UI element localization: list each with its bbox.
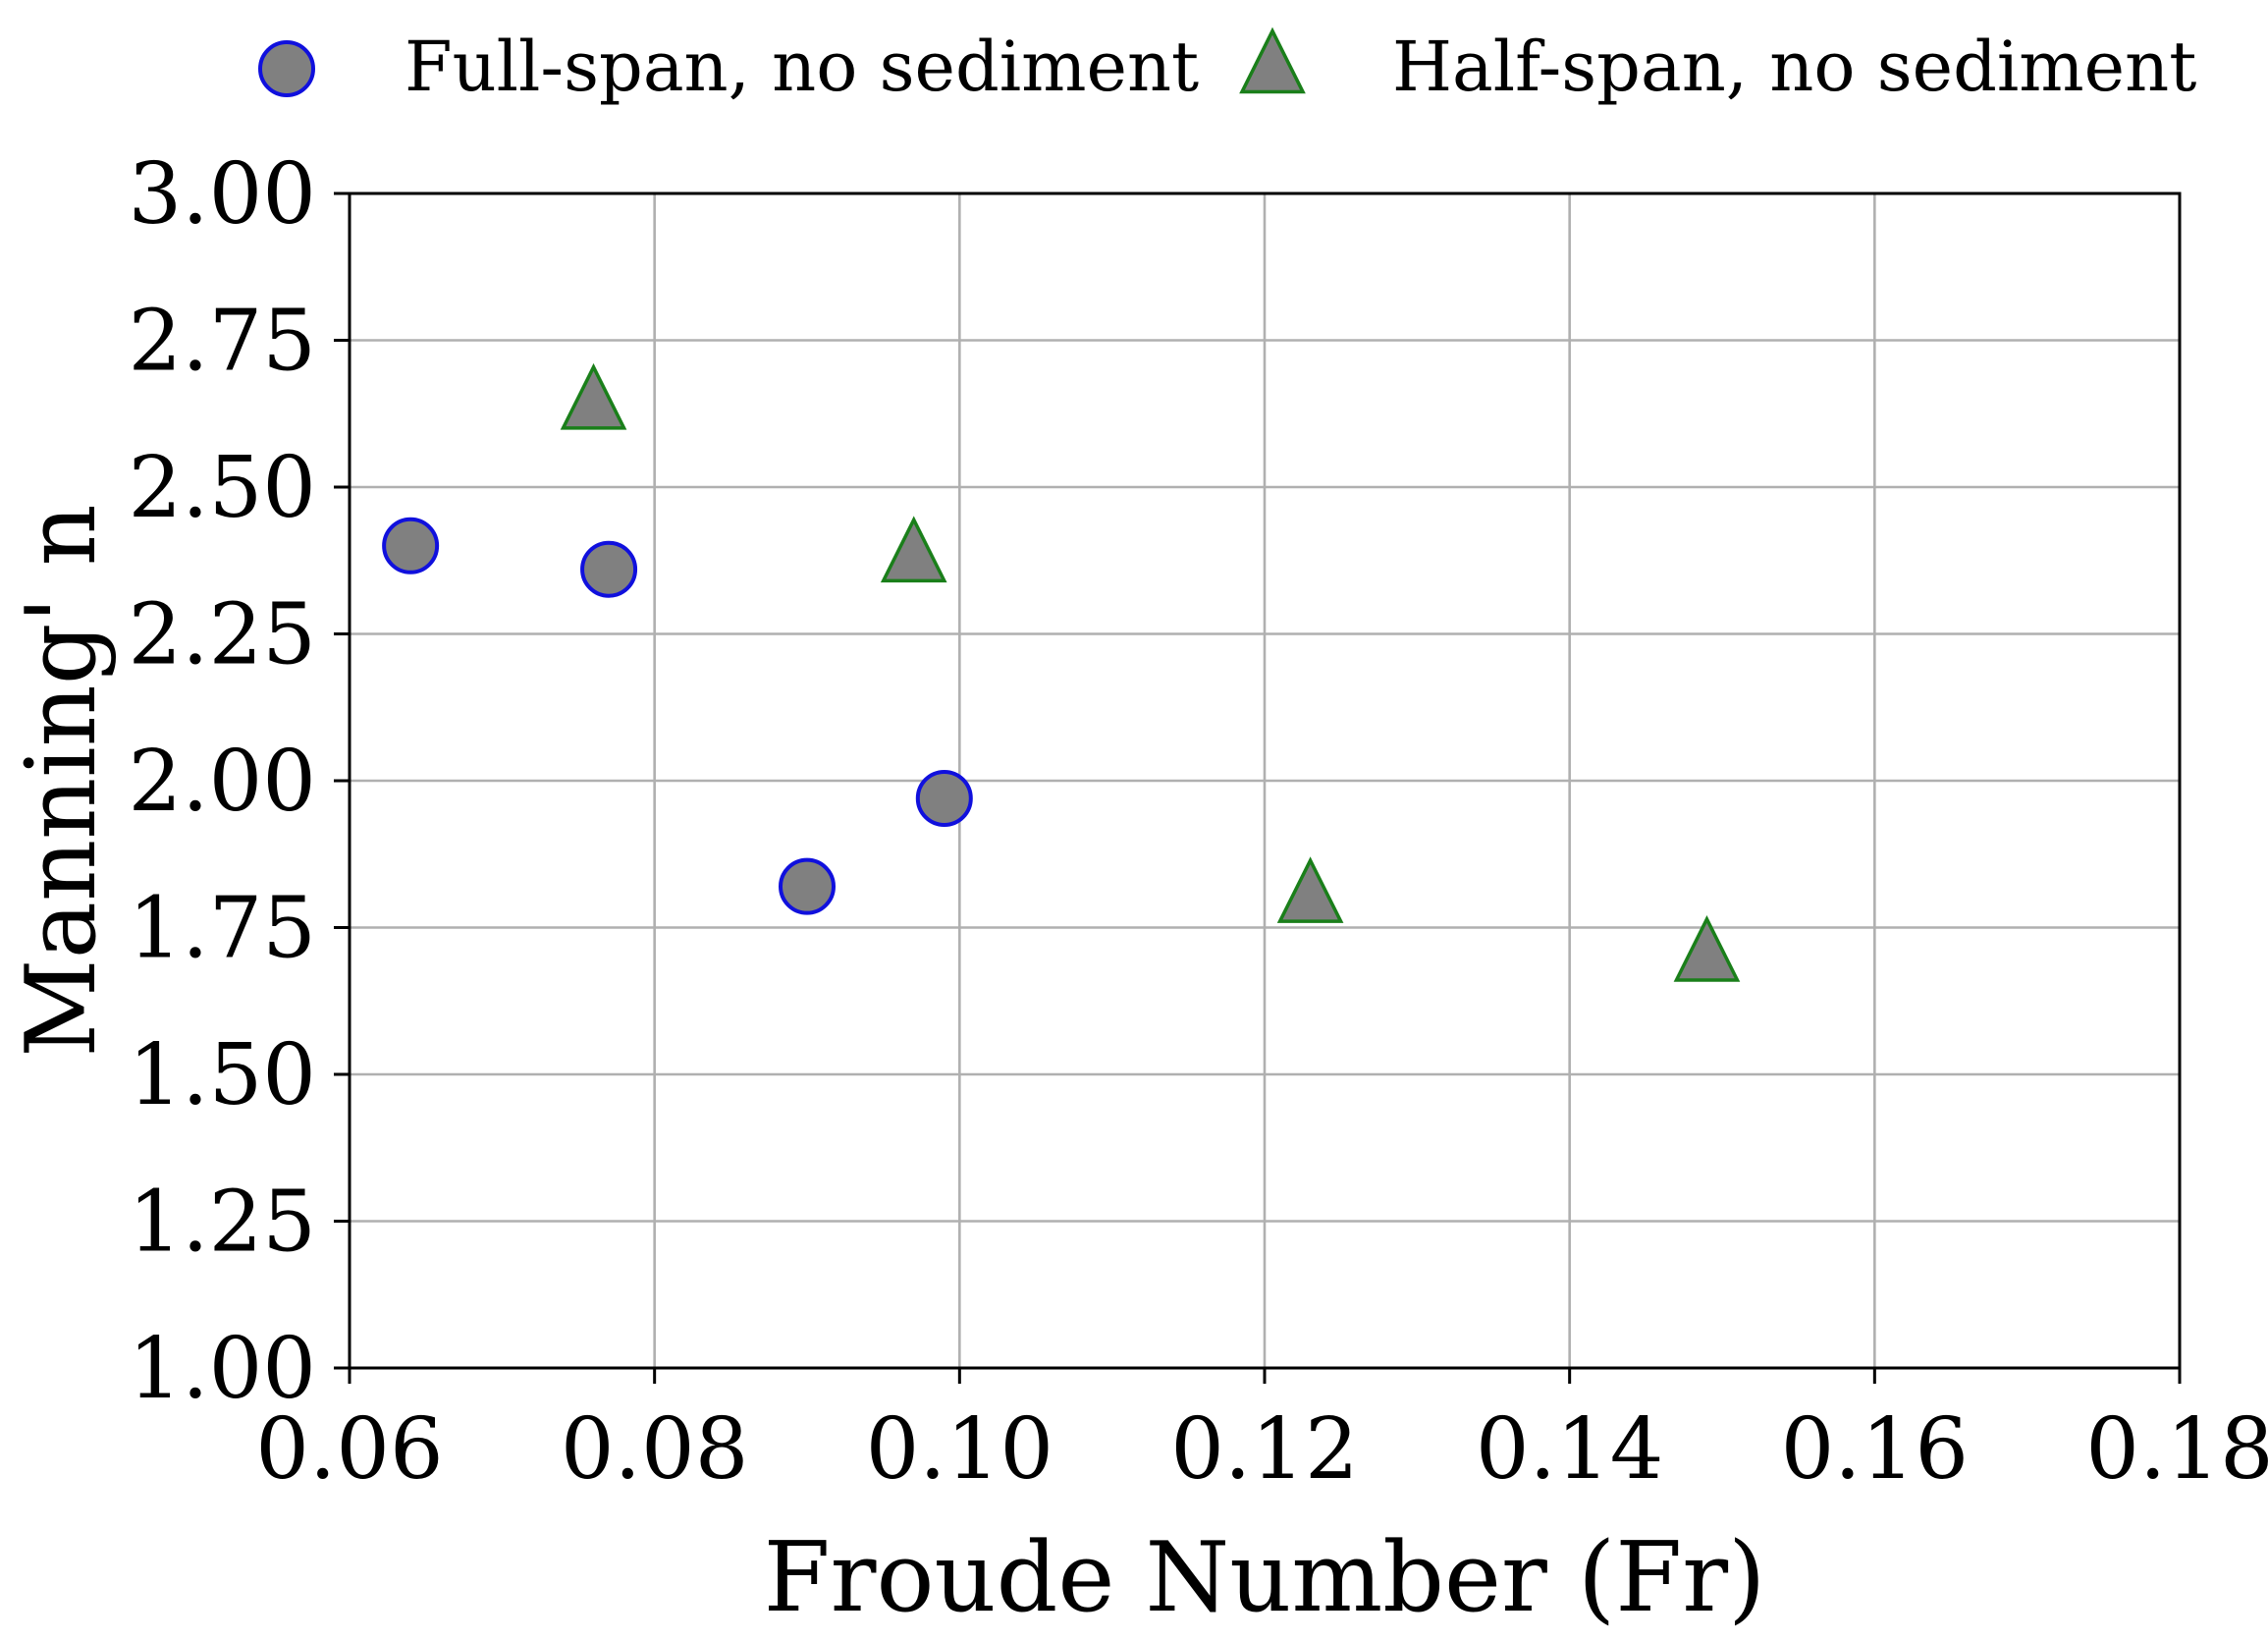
x-axis-title: Froude Number (Fr) [764, 1522, 1766, 1634]
point-full-span [382, 517, 440, 574]
y-tick-label: 1.50 [129, 1026, 316, 1124]
x-tick-label: 0.16 [1781, 1400, 1969, 1499]
legend-label-full-span: Full-span, no sediment [405, 27, 1199, 107]
plot-frame [348, 191, 2182, 1370]
legend-marker-half-span [1239, 27, 1306, 94]
x-tick-label: 0.08 [561, 1400, 748, 1499]
x-tick-label: 0.18 [2085, 1400, 2268, 1499]
x-tick-label: 0.14 [1476, 1400, 1663, 1499]
y-tick-label: 2.25 [129, 586, 316, 684]
legend-marker-full-span [258, 40, 315, 97]
y-tick-label: 2.00 [129, 733, 316, 831]
grid [348, 191, 2182, 1370]
y-tick-label: 2.75 [129, 293, 316, 391]
data-points [382, 362, 1741, 982]
point-half-span [1276, 856, 1344, 923]
point-half-span [1673, 915, 1741, 982]
legend-label-half-span: Half-span, no sediment [1392, 27, 2196, 107]
point-full-span [915, 769, 973, 827]
point-half-span [560, 362, 627, 430]
point-full-span [779, 857, 836, 915]
y-tick-label: 1.25 [129, 1174, 316, 1272]
x-tick-label: 0.06 [255, 1400, 443, 1499]
x-tick-label: 0.10 [866, 1400, 1053, 1499]
point-full-span [580, 540, 638, 598]
ticks: 0.06 0.08 0.10 0.12 0.14 0.16 0.18 1.00 1.25 1.50… [129, 145, 2268, 1499]
y-tick-label: 2.50 [129, 439, 316, 537]
y-tick-label: 1.75 [129, 880, 316, 978]
x-tick-label: 0.12 [1170, 1400, 1358, 1499]
y-axis-title: Manning' n [6, 504, 118, 1057]
y-tick-label: 1.00 [129, 1320, 316, 1418]
point-half-span [880, 516, 947, 583]
y-tick-label: 3.00 [129, 145, 316, 244]
legend: Full-span, no sediment Half-span, no sed… [258, 27, 2196, 107]
